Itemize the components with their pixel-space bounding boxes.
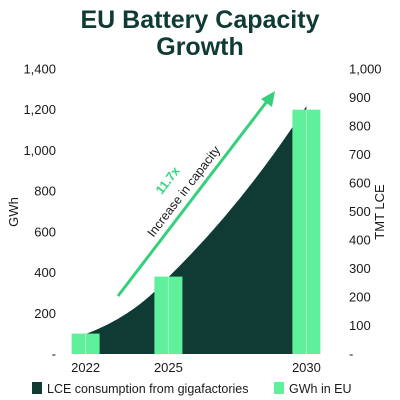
x-axis-ticks: 2022 2025 2030 [71,360,321,375]
y-tick-left: 1,000 [23,143,56,158]
legend-swatch-lce [32,382,42,394]
y-axis-title-left: GWh [6,197,21,227]
x-tick-label: 2030 [292,360,321,375]
area-layer [85,106,307,354]
growth-arrowhead [261,91,275,107]
legend: LCE consumption from gigafactories GWh i… [32,382,352,396]
y-tick-right: 800 [349,119,371,134]
y-tick-right: 300 [349,261,371,276]
y-tick-right: 400 [349,233,371,248]
legend-swatch-gwh [274,382,284,394]
y-tick-right: 600 [349,176,371,191]
legend-label-gwh: GWh in EU [289,382,352,396]
legend-label-lce: LCE consumption from gigafactories [47,382,248,396]
left-axis-ticks: - 200 400 600 800 1,000 1,200 1,400 [23,62,56,362]
x-tick-label: 2022 [71,360,100,375]
y-tick-left: 800 [34,184,56,199]
y-tick-left: - [52,347,56,362]
y-tick-right: 700 [349,147,371,162]
chart-title-line-2: Growth [156,33,244,61]
y-tick-right: 900 [349,90,371,105]
chart-title-line-1: EU Battery Capacity [81,6,320,34]
y-tick-left: 400 [34,265,56,280]
y-axis-title-right: TMT LCE [372,184,387,240]
growth-arrow-line [116,99,270,297]
y-tick-right: 200 [349,290,371,305]
y-tick-right: - [349,347,353,362]
y-tick-right: 500 [349,204,371,219]
area-lce-consumption [85,106,307,354]
right-axis-ticks: - 100 200 300 400 500 600 700 800 900 1,000 [349,62,382,362]
y-tick-left: 1,400 [23,62,56,77]
y-tick-left: 200 [34,306,56,321]
y-tick-right: 1,000 [349,62,382,77]
y-tick-left: 600 [34,224,56,239]
y-tick-left: 1,200 [23,102,56,117]
bar-layer [71,109,321,354]
x-tick-label: 2025 [154,360,183,375]
y-tick-right: 100 [349,318,371,333]
